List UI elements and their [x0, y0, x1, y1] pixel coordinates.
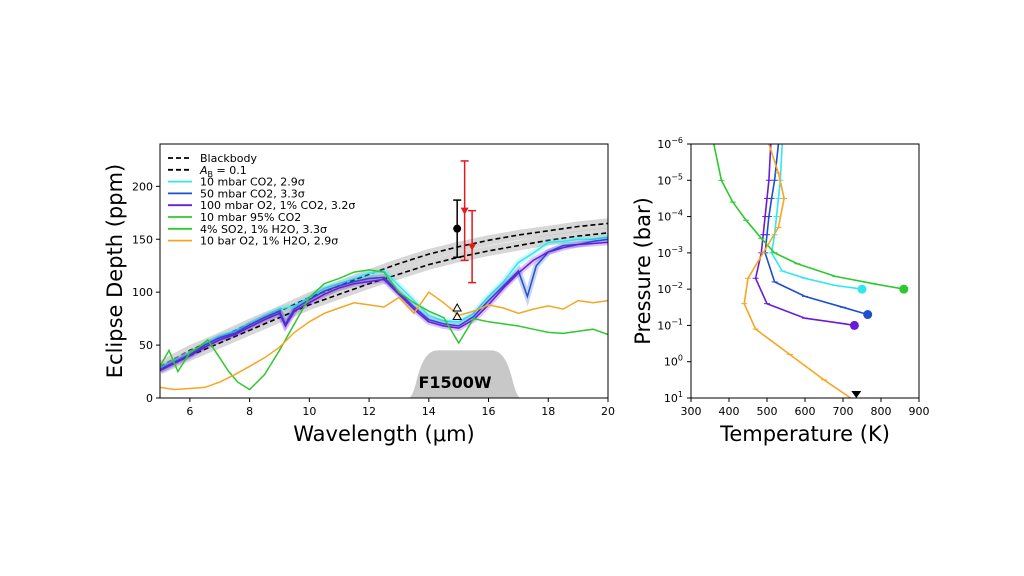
right-ytick-label-1: 10−5	[657, 172, 683, 187]
right-ytick-label-0: 10−6	[657, 136, 683, 151]
right-xtick-label-4: 700	[833, 405, 854, 418]
obs-point-2	[468, 243, 477, 251]
right-ytick-label-2: 10−4	[657, 209, 683, 224]
right-y-axis-label: Pressure (bar)	[631, 197, 655, 345]
left-x-axis-label: Wavelength (μm)	[293, 422, 474, 446]
profile-endpoint-3	[899, 284, 909, 294]
surface-marker	[851, 391, 862, 398]
profile-endpoint-1	[863, 310, 873, 320]
right-ytick-label-7: 101	[664, 390, 683, 405]
right-xtick-label-0: 300	[681, 405, 702, 418]
right-ytick-label-3: 10−3	[657, 245, 683, 260]
right-ytick-label-5: 10−1	[657, 317, 683, 332]
right-xtick-label-6: 900	[909, 405, 930, 418]
right-x-axis-label: Temperature (K)	[719, 422, 890, 446]
right-xtick-label-2: 500	[757, 405, 778, 418]
right-xtick-label-1: 400	[719, 405, 740, 418]
legend-label-4: 100 mbar O2, 1% CO2, 3.2σ	[200, 199, 355, 212]
obs-point-1	[460, 207, 469, 215]
left-xtick-label-3: 12	[362, 405, 376, 418]
obs-point-0	[453, 224, 462, 233]
legend-label-3: 50 mbar CO2, 3.3σ	[200, 187, 305, 200]
profile-endpoint-2	[849, 320, 859, 330]
left-xtick-label-4: 14	[422, 405, 436, 418]
triangle-marker-1	[452, 311, 463, 321]
left-xtick-label-0: 6	[186, 405, 193, 418]
legend-label-5: 10 mbar 95% CO2	[200, 211, 301, 224]
left-ytick-label-1: 50	[139, 339, 153, 352]
left-xtick-label-1: 8	[246, 405, 253, 418]
legend-label-6: 4% SO2, 1% H2O, 3.3σ	[200, 223, 327, 236]
left-y-axis-label: Eclipse Depth (ppm)	[103, 164, 127, 379]
series-line-5	[160, 269, 608, 391]
left-xtick-label-6: 18	[541, 405, 555, 418]
triangle-marker-0	[452, 303, 463, 312]
left-ytick-label-3: 150	[132, 233, 153, 246]
left-xtick-label-2: 10	[302, 405, 316, 418]
right-ytick-label-4: 10−2	[657, 281, 683, 296]
series-line-3	[160, 238, 608, 371]
legend-label-0: Blackbody	[200, 152, 257, 165]
left-filter-label: F1500W	[418, 373, 491, 392]
filter-band	[407, 350, 522, 398]
series-line-4	[160, 241, 608, 372]
right-xtick-label-5: 800	[871, 405, 892, 418]
profile-line-0	[770, 144, 863, 290]
series-line-2	[160, 236, 608, 370]
left-xtick-label-7: 20	[601, 405, 615, 418]
series-line-6	[160, 291, 608, 391]
left-ytick-label-4: 200	[132, 180, 153, 193]
right-xtick-label-3: 600	[795, 405, 816, 418]
legend-label-2: 10 mbar CO2, 2.9σ	[200, 176, 305, 189]
left-ytick-label-0: 0	[146, 392, 153, 405]
left-axes-frame	[159, 143, 609, 399]
right-chart: 300 400 500 600 700 800 900 10−6 10−5 10−4 10−3 10−…	[631, 136, 930, 446]
left-xtick-label-5: 16	[482, 405, 496, 418]
profile-endpoint-0	[857, 284, 867, 294]
legend-label-7: 10 bar O2, 1% H2O, 2.9σ	[200, 235, 338, 248]
legend-label-1: AB = 0.1	[199, 164, 247, 179]
right-ytick-label-6: 100	[664, 354, 683, 369]
left-ytick-label-2: 100	[132, 286, 153, 299]
